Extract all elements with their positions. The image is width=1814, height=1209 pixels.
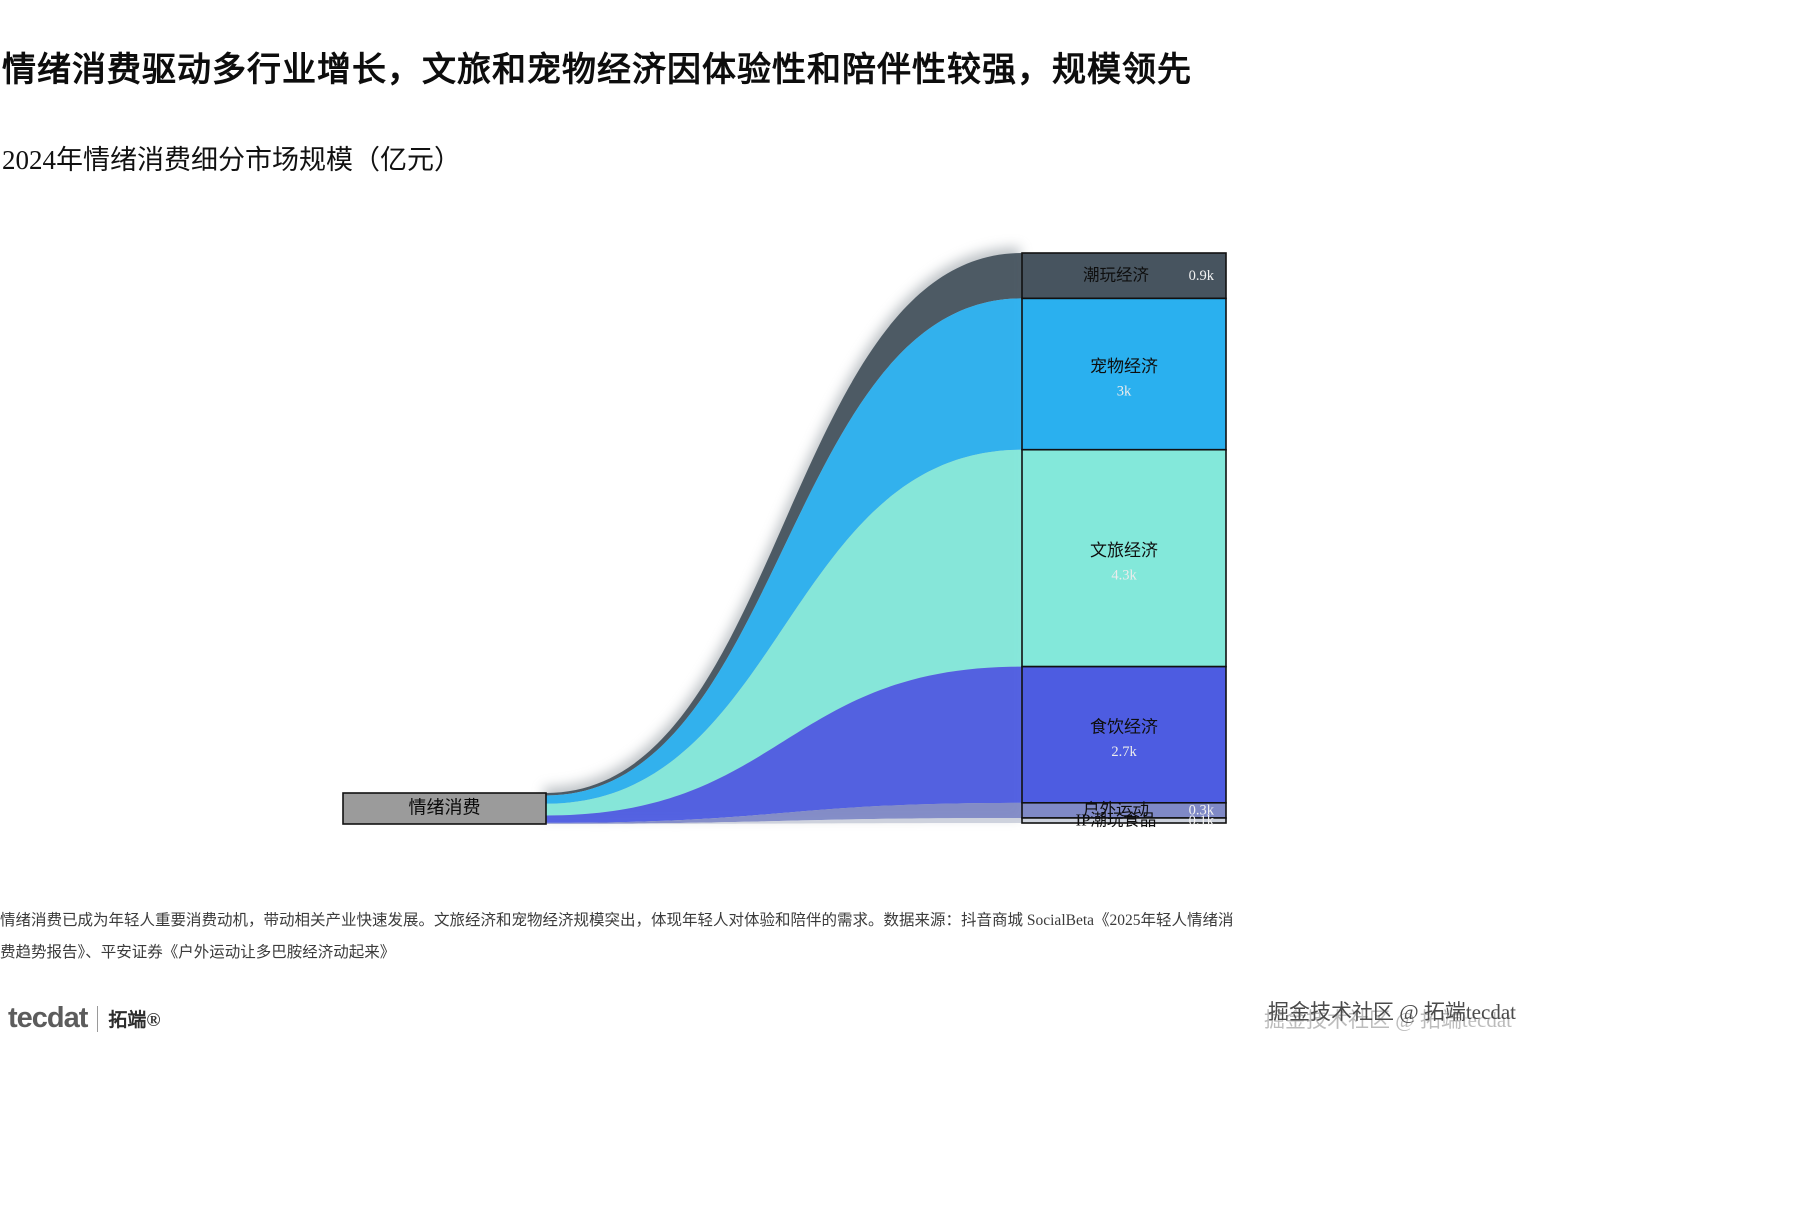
node-label-5: IP潮玩食品	[1076, 810, 1157, 829]
sankey-labels: 潮玩经济 0.9k 宠物经济 3k 文旅经济 4.3k 食饮经济 2.7k 户外运动 0.3k IP…	[409, 265, 1215, 829]
node-label-1: 宠物经济	[1090, 357, 1158, 376]
node-label-3: 食饮经济	[1090, 718, 1158, 737]
sankey-flow-5	[546, 817, 1022, 824]
sankey-flow-4	[546, 802, 1022, 824]
node-value-2: 4.3k	[1111, 568, 1137, 584]
node-value-4: 0.3k	[1189, 803, 1215, 819]
node-label-4: 户外运动	[1083, 800, 1149, 819]
sankey-node-0	[1021, 252, 1227, 300]
source-node-label: 情绪消费	[409, 798, 481, 818]
node-value-5: 0.1k	[1189, 813, 1215, 829]
node-label-2: 文旅经济	[1090, 541, 1158, 560]
sankey-flow-2	[546, 449, 1022, 816]
sankey-flow-0	[546, 253, 1022, 796]
footnote-text: 情绪消费已成为年轻人重要消费动机，带动相关产业快速发展。文旅经济和宠物经济规模突…	[0, 912, 1234, 961]
sankey-nodes	[342, 252, 1227, 825]
sankey-node-5	[1021, 817, 1227, 824]
node-label-0: 潮玩经济	[1083, 265, 1150, 284]
sankey-node-1	[1021, 297, 1227, 451]
watermark-text: 掘金技术社区 @ 拓端tecdat	[1268, 1000, 1516, 1024]
node-value-0: 0.9k	[1189, 268, 1215, 284]
logo-text: tecdat	[8, 1002, 88, 1034]
sankey-source-node	[342, 792, 547, 825]
brand-logo: tecdat 拓端®	[8, 1002, 161, 1035]
sankey-flow-3	[546, 666, 1022, 823]
logo-cn-text: 拓端®	[108, 1010, 161, 1031]
sankey-node-2	[1021, 448, 1227, 668]
page-title: 情绪消费驱动多行业增长，文旅和宠物经济因体验性和陪伴性较强，规模领先	[2, 52, 1192, 89]
sankey-node-3	[1021, 665, 1227, 804]
node-value-3: 2.7k	[1111, 744, 1137, 760]
sankey-flow-1	[546, 298, 1022, 804]
node-value-1: 3k	[1117, 383, 1132, 399]
logo-divider	[97, 1005, 99, 1032]
chart-subtitle: 2024年情绪消费细分市场规模（亿元）	[2, 145, 461, 175]
sankey-flows	[546, 253, 1022, 824]
